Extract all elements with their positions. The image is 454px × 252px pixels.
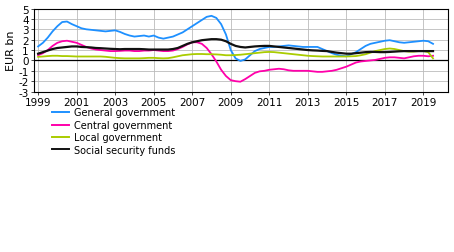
Central government: [98, 49, 104, 52]
Central government: [64, 40, 70, 43]
General government: [35, 46, 41, 49]
Local government: [122, 58, 128, 61]
Line: Local government: Local government: [38, 49, 433, 59]
Central government: [329, 70, 335, 73]
General government: [59, 21, 65, 24]
General government: [329, 52, 335, 55]
Social security funds: [276, 46, 281, 49]
Social security funds: [348, 53, 354, 56]
Social security funds: [324, 50, 330, 53]
Central government: [353, 62, 359, 65]
Local government: [93, 56, 99, 59]
Central government: [281, 69, 286, 72]
Social security funds: [117, 49, 123, 52]
Social security funds: [35, 53, 41, 56]
General government: [353, 51, 359, 54]
General government: [237, 60, 243, 63]
Central government: [35, 54, 41, 57]
Social security funds: [209, 39, 214, 42]
Social security funds: [430, 50, 436, 53]
Social security funds: [59, 47, 65, 50]
Line: General government: General government: [38, 17, 433, 62]
Legend: General government, Central government, Local government, Social security funds: General government, Central government, …: [52, 108, 175, 155]
Central government: [237, 81, 243, 84]
Line: Central government: Central government: [38, 42, 433, 82]
Local government: [117, 57, 123, 60]
Local government: [276, 52, 281, 55]
General government: [93, 30, 99, 33]
Local government: [59, 55, 65, 58]
Y-axis label: EUR bn: EUR bn: [5, 31, 15, 71]
Central government: [430, 55, 436, 58]
Local government: [348, 55, 354, 58]
Social security funds: [93, 47, 99, 50]
Central government: [122, 50, 128, 53]
General government: [430, 43, 436, 46]
Line: Social security funds: Social security funds: [38, 40, 433, 54]
Local government: [35, 56, 41, 59]
General government: [281, 45, 286, 48]
General government: [209, 15, 214, 18]
Local government: [430, 58, 436, 61]
Local government: [387, 48, 392, 51]
Local government: [324, 56, 330, 59]
General government: [117, 31, 123, 34]
Central government: [59, 41, 65, 44]
